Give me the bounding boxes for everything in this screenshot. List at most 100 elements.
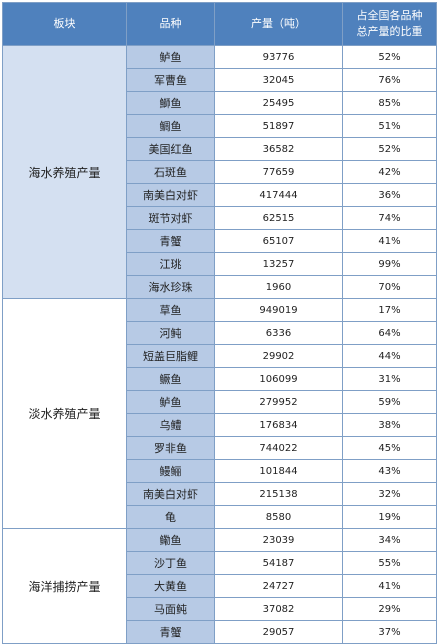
header-share-line2: 总产量的比重 [356, 25, 423, 38]
variety-cell: 江珧 [126, 252, 215, 276]
variety-cell: 大黄鱼 [126, 574, 215, 598]
table-row: 南美白对虾 417444 36% [3, 183, 437, 207]
variety-cell: 斑节对虾 [126, 206, 215, 230]
variety-cell: 鳜鱼 [126, 367, 215, 391]
output-cell: 65107 [214, 229, 343, 253]
variety-cell: 短盖巨脂鲤 [126, 344, 215, 368]
output-cell: 106099 [214, 367, 343, 391]
output-cell: 6336 [214, 321, 343, 345]
output-cell: 25495 [214, 91, 343, 115]
variety-cell: 鲈鱼 [126, 390, 215, 414]
variety-cell: 南美白对虾 [126, 183, 215, 207]
table-row: 美国红鱼 36582 52% [3, 137, 437, 161]
share-cell: 85% [342, 91, 437, 115]
output-cell: 29902 [214, 344, 343, 368]
header-row: 板块 品种 产量（吨） 占全国各品种 总产量的比重 [2, 2, 437, 46]
share-cell: 37% [342, 620, 437, 644]
share-cell: 45% [342, 436, 437, 460]
variety-cell: 鳓鱼 [126, 528, 215, 552]
variety-cell: 青蟹 [126, 229, 215, 253]
output-cell: 36582 [214, 137, 343, 161]
output-cell: 279952 [214, 390, 343, 414]
output-cell: 417444 [214, 183, 343, 207]
table-row: 罗非鱼 744022 45% [3, 436, 437, 460]
table-row: 鲷鱼 51897 51% [3, 114, 437, 138]
variety-cell: 乌鳢 [126, 413, 215, 437]
table-row: 马面鲀 37082 29% [3, 597, 437, 621]
output-cell: 93776 [214, 45, 343, 69]
share-cell: 44% [342, 344, 437, 368]
output-cell: 1960 [214, 275, 343, 299]
sector-label: 海洋捕捞产量 [2, 528, 127, 644]
header-share-line1: 占全国各品种 [356, 9, 423, 22]
output-cell: 176834 [214, 413, 343, 437]
output-cell: 949019 [214, 298, 343, 322]
share-cell: 31% [342, 367, 437, 391]
output-cell: 8580 [214, 505, 343, 529]
share-cell: 70% [342, 275, 437, 299]
share-cell: 29% [342, 597, 437, 621]
header-variety: 品种 [126, 2, 215, 46]
variety-cell: 河鲀 [126, 321, 215, 345]
share-cell: 52% [342, 137, 437, 161]
sector-label: 淡水养殖产量 [2, 298, 127, 529]
share-cell: 99% [342, 252, 437, 276]
output-cell: 24727 [214, 574, 343, 598]
table-row: 乌鳢 176834 38% [3, 413, 437, 437]
output-cell: 23039 [214, 528, 343, 552]
share-cell: 32% [342, 482, 437, 506]
table-row: 石斑鱼 77659 42% [3, 160, 437, 184]
output-cell: 744022 [214, 436, 343, 460]
table-body: 海水养殖产量 鲈鱼 93776 52% 军曹鱼 32045 76% 鰤鱼 25495 85% 鲷鱼 5… [2, 45, 437, 644]
share-cell: 34% [342, 528, 437, 552]
share-cell: 59% [342, 390, 437, 414]
share-cell: 38% [342, 413, 437, 437]
table-row: 青蟹 65107 41% [3, 229, 437, 253]
header-output: 产量（吨） [214, 2, 343, 46]
variety-cell: 马面鲀 [126, 597, 215, 621]
output-cell: 54187 [214, 551, 343, 575]
output-cell: 13257 [214, 252, 343, 276]
output-cell: 62515 [214, 206, 343, 230]
table-header: 板块 品种 产量（吨） 占全国各品种 总产量的比重 [2, 2, 437, 46]
variety-cell: 龟 [126, 505, 215, 529]
output-cell: 37082 [214, 597, 343, 621]
variety-cell: 青蟹 [126, 620, 215, 644]
table-row: 海水珍珠 1960 70% [3, 275, 437, 299]
table-row: 海水养殖产量 鲈鱼 93776 52% [2, 45, 437, 299]
table-row: 龟 8580 19% [3, 505, 437, 529]
output-cell: 101844 [214, 459, 343, 483]
variety-cell: 沙丁鱼 [126, 551, 215, 575]
sector-label: 海水养殖产量 [2, 45, 127, 299]
share-cell: 42% [342, 160, 437, 184]
table-row: 鳜鱼 106099 31% [3, 367, 437, 391]
share-cell: 41% [342, 574, 437, 598]
variety-cell: 美国红鱼 [126, 137, 215, 161]
table-row: 短盖巨脂鲤 29902 44% [3, 344, 437, 368]
share-cell: 74% [342, 206, 437, 230]
output-cell: 215138 [214, 482, 343, 506]
variety-cell: 草鱼 [126, 298, 215, 322]
variety-cell: 鰤鱼 [126, 91, 215, 115]
variety-cell: 南美白对虾 [126, 482, 215, 506]
variety-cell: 罗非鱼 [126, 436, 215, 460]
share-cell: 41% [342, 229, 437, 253]
share-cell: 52% [342, 45, 437, 69]
share-cell: 17% [342, 298, 437, 322]
variety-cell: 鲷鱼 [126, 114, 215, 138]
output-cell: 77659 [214, 160, 343, 184]
table-row: 海洋捕捞产量 鳓鱼 23039 34% [2, 528, 437, 644]
table-row: 淡水养殖产量 草鱼 949019 17% [2, 298, 437, 529]
variety-cell: 军曹鱼 [126, 68, 215, 92]
header-sector: 板块 [2, 2, 127, 46]
output-cell: 32045 [214, 68, 343, 92]
output-cell: 51897 [214, 114, 343, 138]
share-cell: 64% [342, 321, 437, 345]
share-cell: 43% [342, 459, 437, 483]
table-row: 大黄鱼 24727 41% [3, 574, 437, 598]
share-cell: 76% [342, 68, 437, 92]
output-cell: 29057 [214, 620, 343, 644]
variety-cell: 石斑鱼 [126, 160, 215, 184]
